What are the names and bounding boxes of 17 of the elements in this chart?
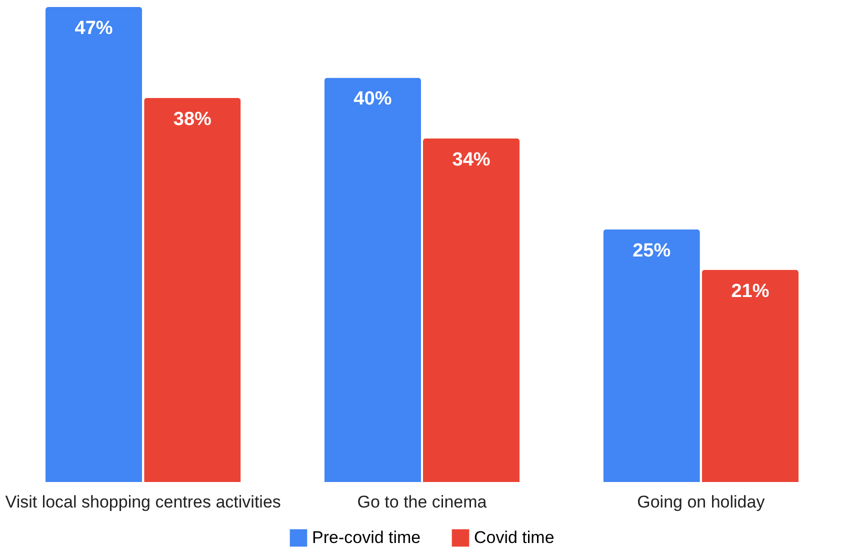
bar xyxy=(45,7,142,482)
x-tick-label: Going on holiday xyxy=(637,492,766,512)
bar xyxy=(603,229,700,482)
x-tick-label: Go to the cinema xyxy=(357,492,488,512)
legend-label: Pre-covid time xyxy=(312,528,421,547)
data-label: 21% xyxy=(731,280,770,302)
data-label: 38% xyxy=(173,108,212,130)
data-label: 34% xyxy=(452,149,490,170)
x-tick-label: Visit local shopping centres activities xyxy=(5,492,281,512)
legend-label: Covid time xyxy=(474,528,554,547)
bar xyxy=(324,78,422,482)
bar xyxy=(422,138,520,482)
data-label: 47% xyxy=(74,18,113,39)
data-label: 40% xyxy=(354,88,392,110)
data-label: 25% xyxy=(632,240,671,262)
bar xyxy=(702,270,799,482)
bar xyxy=(144,98,241,482)
